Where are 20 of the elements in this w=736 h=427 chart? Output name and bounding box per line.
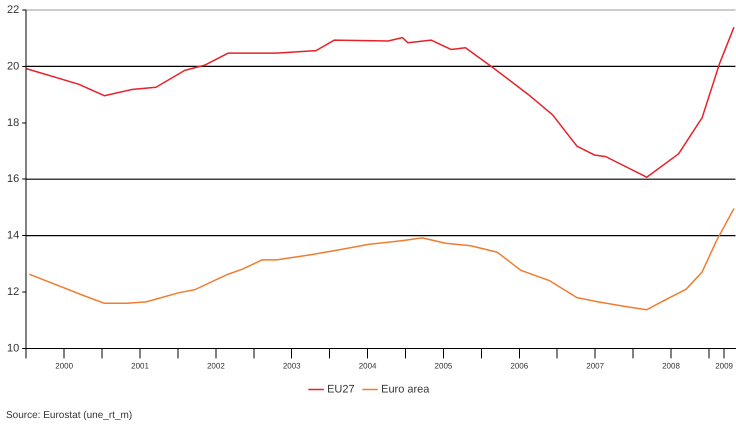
x-tick-label: 2000: [55, 361, 74, 370]
legend-label: Euro area: [381, 384, 430, 396]
y-tick-label: 12: [6, 286, 20, 298]
x-tick-label: 2001: [131, 361, 150, 370]
x-tick-label: 2007: [586, 361, 605, 370]
source-note: Source: Eurostat (une_rt_m): [6, 410, 132, 421]
x-tick-label: 2006: [510, 361, 529, 370]
x-tick-label: 2004: [358, 361, 378, 370]
x-tick-label: 2005: [434, 361, 453, 370]
x-tick-label: 2009: [715, 361, 734, 370]
legend-label: EU27: [327, 384, 355, 396]
x-tick-label: 2008: [662, 361, 680, 370]
y-tick-label: 22: [6, 4, 20, 16]
y-tick-label: 10: [6, 342, 20, 354]
y-tick-label: 16: [6, 173, 20, 186]
y-tick-label: 14: [6, 230, 20, 242]
y-tick-label: 20: [6, 60, 20, 72]
y-tick-label: 18: [6, 116, 20, 129]
x-tick-label: 2003: [282, 361, 302, 370]
x-tick-label: 2002: [206, 361, 226, 370]
